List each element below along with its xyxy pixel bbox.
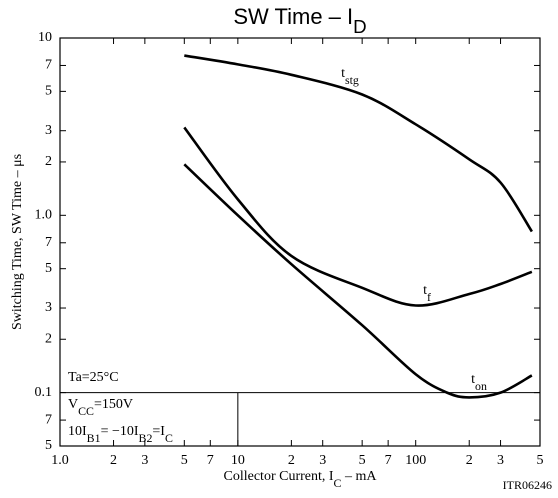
x-tick-label: 7 — [385, 453, 392, 468]
plot-frame — [59, 37, 541, 447]
series-label: ton — [471, 372, 487, 393]
x-tick-label: 2 — [110, 453, 117, 468]
x-tick-label: 3 — [319, 453, 326, 468]
x-tick-label: 100 — [405, 453, 426, 468]
x-tick-label: 2 — [466, 453, 473, 468]
y-tick-label: 1.0 — [35, 208, 53, 223]
y-tick-label: 7 — [45, 235, 52, 250]
y-axis-label: Switching Time, SW Time – μs — [10, 154, 25, 330]
annotation-part: 10I — [68, 424, 87, 439]
series-label-part: t — [423, 283, 427, 298]
series-label-sub: stg — [345, 73, 359, 87]
series-line — [184, 54, 533, 233]
annotation-part: =I — [152, 424, 165, 439]
series-line — [183, 163, 533, 399]
x-tick-label: 5 — [359, 453, 366, 468]
series-label: tstg — [341, 66, 359, 87]
chart-title: SW Time – ID — [233, 4, 366, 38]
y-tick-label: 7 — [45, 412, 52, 427]
x-tick-label: 2 — [288, 453, 295, 468]
series-label-sub: f — [427, 290, 431, 304]
chart-title-sub: D — [353, 16, 367, 37]
x-tick-label: 10 — [231, 453, 245, 468]
y-tick-label: 2 — [45, 331, 52, 346]
annotation-sub: B2 — [139, 431, 153, 445]
annotation-sub: CC — [78, 404, 94, 418]
x-tick-label: 1.0 — [51, 453, 69, 468]
annotation-part: =150V — [94, 397, 133, 412]
y-tick-label: 0.1 — [35, 385, 53, 400]
annotation-sub: B1 — [87, 431, 101, 445]
y-tick-label: 7 — [45, 58, 52, 73]
x-axis-label: Collector Current, IC – mA — [224, 469, 378, 490]
series-label-sub: on — [475, 379, 487, 393]
series-label-part: t — [341, 66, 345, 81]
y-tick-label: 2 — [45, 154, 52, 169]
y-tick-label: 5 — [45, 438, 52, 453]
x-tick-label: 3 — [497, 453, 504, 468]
series-label-part: t — [471, 372, 475, 387]
annotation: 10IB1= −10IB2=IC — [68, 424, 173, 445]
x-tick-label: 3 — [141, 453, 148, 468]
y-tick-label: 3 — [45, 123, 52, 138]
annotation-part: = −10I — [101, 424, 139, 439]
annotation-sub: C — [165, 431, 173, 445]
x-tick-label: 5 — [181, 453, 188, 468]
annotation-part: V — [68, 397, 78, 412]
annotation: VCC=150V — [68, 397, 133, 418]
x-tick-label: 7 — [207, 453, 214, 468]
annotation-part: Ta=25°C — [68, 370, 119, 385]
y-tick-label: 3 — [45, 300, 52, 315]
x-axis-label-part: – mA — [341, 469, 377, 484]
annotation: Ta=25°C — [68, 370, 119, 385]
y-tick-label: 5 — [45, 261, 52, 276]
series-line — [183, 126, 533, 307]
x-axis-label-sub: C — [334, 476, 342, 490]
series-label: tf — [423, 283, 431, 304]
chart-title-part: SW Time – I — [233, 4, 353, 29]
x-axis-label-part: Collector Current, I — [224, 469, 334, 484]
y-tick-label: 10 — [38, 30, 52, 45]
y-tick-label: 5 — [45, 84, 52, 99]
x-tick-label: 5 — [537, 453, 544, 468]
figure-id: ITR06246 — [503, 478, 552, 492]
